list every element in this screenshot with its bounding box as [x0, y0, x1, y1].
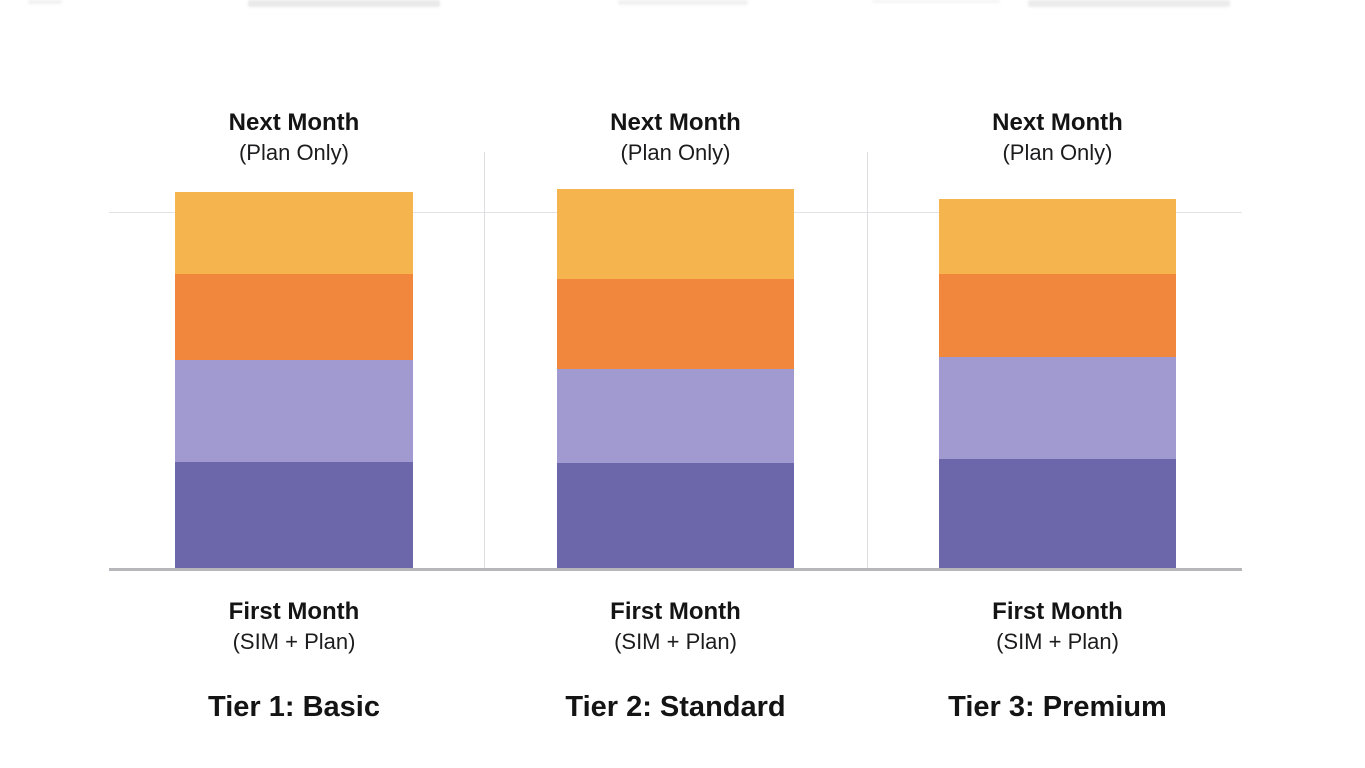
cropped-text-fragment: [28, 0, 62, 4]
bar-segment-amber: [175, 192, 413, 274]
chart-column-tier-2: Next Month (Plan Only) First Month (SIM …: [557, 0, 794, 768]
x-axis-line: [109, 568, 1242, 571]
sim-plus-plan-label: (SIM + Plan): [232, 629, 356, 654]
bar-segment-light-purple: [939, 357, 1176, 459]
sim-plus-plan-label: (SIM + Plan): [996, 629, 1119, 654]
bar-segment-light-purple: [557, 369, 794, 463]
column-top-annotation: Next Month (Plan Only): [105, 108, 483, 168]
column-bottom-annotation: First Month (SIM + Plan): [105, 597, 483, 657]
bar-segment-orange: [557, 279, 794, 369]
cropped-text-fragment: [618, 0, 748, 5]
stacked-bar-tier-2: [557, 189, 794, 568]
vertical-gridline-1: [484, 152, 485, 568]
bar-segment-dark-purple: [175, 462, 413, 568]
chart-column-tier-1: Next Month (Plan Only) First Month (SIM …: [175, 0, 413, 768]
bar-segment-amber: [939, 199, 1176, 274]
bar-segment-light-purple: [175, 360, 413, 462]
category-label-tier-2: Tier 2: Standard: [565, 691, 786, 723]
category-label-tier-1: Tier 1: Basic: [208, 691, 380, 723]
next-month-label: Next Month: [992, 109, 1123, 136]
column-bottom-annotation: First Month (SIM + Plan): [487, 597, 864, 657]
sim-plus-plan-label: (SIM + Plan): [614, 629, 737, 654]
plan-only-label: (Plan Only): [238, 140, 350, 165]
stacked-bar-tier-1: [175, 192, 413, 568]
bar-segment-dark-purple: [557, 463, 794, 568]
bar-segment-orange: [175, 274, 413, 360]
first-month-label: First Month: [992, 598, 1123, 625]
column-bottom-annotation: First Month (SIM + Plan): [869, 597, 1246, 657]
bar-segment-dark-purple: [939, 459, 1176, 568]
next-month-label: Next Month: [228, 109, 360, 136]
bar-segment-amber: [557, 189, 794, 279]
plan-only-label: (Plan Only): [620, 140, 731, 165]
first-month-label: First Month: [228, 598, 360, 625]
bar-segment-orange: [939, 274, 1176, 357]
cropped-text-fragment: [248, 0, 440, 7]
first-month-label: First Month: [610, 598, 741, 625]
cropped-text-fragment: [872, 0, 1000, 3]
chart-column-tier-3: Next Month (Plan Only) First Month (SIM …: [939, 0, 1176, 768]
category-label-tier-3: Tier 3: Premium: [948, 691, 1167, 723]
column-top-annotation: Next Month (Plan Only): [869, 108, 1246, 168]
stacked-bar-tier-3: [939, 199, 1176, 568]
plan-only-label: (Plan Only): [1002, 140, 1113, 165]
vertical-gridline-2: [867, 152, 868, 568]
next-month-label: Next Month: [610, 109, 741, 136]
cropped-text-fragment: [1028, 0, 1230, 7]
column-top-annotation: Next Month (Plan Only): [487, 108, 864, 168]
